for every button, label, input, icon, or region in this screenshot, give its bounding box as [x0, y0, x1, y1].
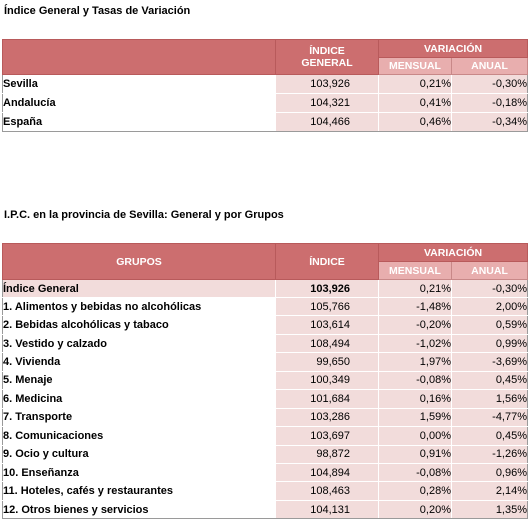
section2-title: I.P.C. en la provincia de Sevilla: Gener… — [4, 209, 284, 221]
row-mensual: -1,02% — [378, 334, 452, 354]
row-anual: -0,30% — [450, 74, 529, 94]
row-anual: 0,96% — [450, 463, 529, 483]
row-mensual: 0,91% — [378, 445, 452, 464]
row-name: 8. Comunicaciones — [2, 426, 276, 446]
row-anual: 2,14% — [450, 481, 529, 501]
row-anual: -4,77% — [450, 408, 529, 428]
row-indice: 101,684 — [275, 389, 379, 409]
row-mensual: -0,20% — [378, 315, 452, 335]
row-indice: 98,872 — [275, 445, 379, 464]
row-name: 7. Transporte — [2, 408, 276, 428]
header-indice-line1: ÍNDICE — [309, 45, 345, 57]
row-anual: 0,59% — [450, 315, 529, 335]
table-row: 8. Comunicaciones 103,697 0,00% 0,45% — [2, 426, 529, 446]
row-anual: 0,45% — [450, 371, 529, 391]
row-anual: 0,99% — [450, 334, 529, 354]
row-anual: -0,34% — [450, 112, 529, 132]
row-name: Sevilla — [2, 74, 276, 94]
row-mensual: -1,48% — [378, 297, 452, 317]
header-mensual: MENSUAL — [378, 57, 452, 75]
row-indice: 108,494 — [275, 334, 379, 354]
row-mensual: 0,21% — [378, 74, 452, 94]
row-anual: -0,18% — [450, 93, 529, 113]
row-anual: -0,30% — [450, 279, 529, 298]
row-name: 3. Vestido y calzado — [2, 334, 276, 354]
row-anual: 1,35% — [450, 500, 529, 520]
row-name: Andalucía — [2, 93, 276, 113]
table-row: Andalucía 104,321 0,41% -0,18% — [2, 93, 529, 113]
table-row: 4. Vivienda 99,650 1,97% -3,69% — [2, 352, 529, 372]
row-name: 4. Vivienda — [2, 352, 276, 372]
row-mensual: 1,97% — [378, 352, 452, 372]
row-indice: 100,349 — [275, 371, 379, 391]
header-grupos: GRUPOS — [2, 243, 276, 280]
row-mensual: 0,28% — [378, 481, 452, 501]
row-name: 10. Enseñanza — [2, 463, 276, 483]
row-name: 12. Otros bienes y servicios — [2, 500, 276, 520]
header-variacion: VARIACIÓN — [377, 39, 529, 58]
row-name: 11. Hoteles, cafés y restaurantes — [2, 481, 276, 501]
row-name: Índice General — [2, 279, 276, 298]
row-indice: 104,466 — [275, 112, 379, 132]
row-indice: 105,766 — [275, 297, 379, 317]
table-row: 6. Medicina 101,684 0,16% 1,56% — [2, 389, 529, 409]
row-indice: 104,131 — [275, 500, 379, 520]
table-row: 7. Transporte 103,286 1,59% -4,77% — [2, 408, 529, 428]
row-anual: -3,69% — [450, 352, 529, 372]
row-name: España — [2, 112, 276, 132]
row-name: 1. Alimentos y bebidas no alcohólicas — [2, 297, 276, 317]
table-row: Sevilla 103,926 0,21% -0,30% — [2, 74, 529, 94]
row-mensual: 0,21% — [378, 279, 452, 298]
table-row: España 104,466 0,46% -0,34% — [2, 112, 529, 132]
header-anual: ANUAL — [450, 261, 529, 280]
row-anual: 2,00% — [450, 297, 529, 317]
row-indice: 104,894 — [275, 463, 379, 483]
row-indice: 103,614 — [275, 315, 379, 335]
header-indice-general: ÍNDICE GENERAL — [275, 39, 379, 75]
section1-title: Índice General y Tasas de Variación — [4, 5, 191, 17]
row-anual: 1,56% — [450, 389, 529, 409]
row-anual: -1,26% — [450, 445, 529, 464]
header-blank — [2, 39, 276, 75]
row-indice: 99,650 — [275, 352, 379, 372]
row-indice: 104,321 — [275, 93, 379, 113]
row-name: 5. Menaje — [2, 371, 276, 391]
row-indice: 103,926 — [275, 279, 379, 298]
table-row: 5. Menaje 100,349 -0,08% 0,45% — [2, 371, 529, 391]
table-row: 3. Vestido y calzado 108,494 -1,02% 0,99% — [2, 334, 529, 354]
header-mensual: MENSUAL — [378, 261, 452, 280]
row-mensual: 1,59% — [378, 408, 452, 428]
row-name: 9. Ocio y cultura — [2, 445, 276, 464]
row-indice: 103,926 — [275, 74, 379, 94]
row-mensual: 0,16% — [378, 389, 452, 409]
groups-table: GRUPOS ÍNDICE VARIACIÓN MENSUAL ANUAL Ín… — [2, 243, 529, 520]
table-row: 12. Otros bienes y servicios 104,131 0,20%… — [2, 500, 529, 520]
row-anual: 0,45% — [450, 426, 529, 446]
header-indice-line2: GENERAL — [301, 57, 353, 69]
row-indice: 103,286 — [275, 408, 379, 428]
table-row: 11. Hoteles, cafés y restaurantes 108,463… — [2, 481, 529, 501]
header-variacion: VARIACIÓN — [377, 243, 529, 262]
row-indice: 108,463 — [275, 481, 379, 501]
table-row: 1. Alimentos y bebidas no alcohólicas 105… — [2, 297, 529, 317]
row-mensual: 0,46% — [378, 112, 452, 132]
row-mensual: -0,08% — [378, 463, 452, 483]
row-mensual: 0,00% — [378, 426, 452, 446]
row-mensual: 0,41% — [378, 93, 452, 113]
general-row: Índice General 103,926 0,21% -0,30% — [2, 279, 529, 298]
index-rates-table: ÍNDICE GENERAL VARIACIÓN MENSUAL ANUAL S… — [2, 39, 529, 132]
header-anual: ANUAL — [450, 57, 529, 75]
row-mensual: 0,20% — [378, 500, 452, 520]
table-row: 10. Enseñanza 104,894 -0,08% 0,96% — [2, 463, 529, 483]
table-row: 2. Bebidas alcohólicas y tabaco 103,614 -0… — [2, 315, 529, 335]
row-name: 6. Medicina — [2, 389, 276, 409]
row-name: 2. Bebidas alcohólicas y tabaco — [2, 315, 276, 335]
row-indice: 103,697 — [275, 426, 379, 446]
header-indice: ÍNDICE — [275, 243, 379, 280]
row-mensual: -0,08% — [378, 371, 452, 391]
table-row: 9. Ocio y cultura 98,872 0,91% -1,26% — [2, 445, 529, 464]
